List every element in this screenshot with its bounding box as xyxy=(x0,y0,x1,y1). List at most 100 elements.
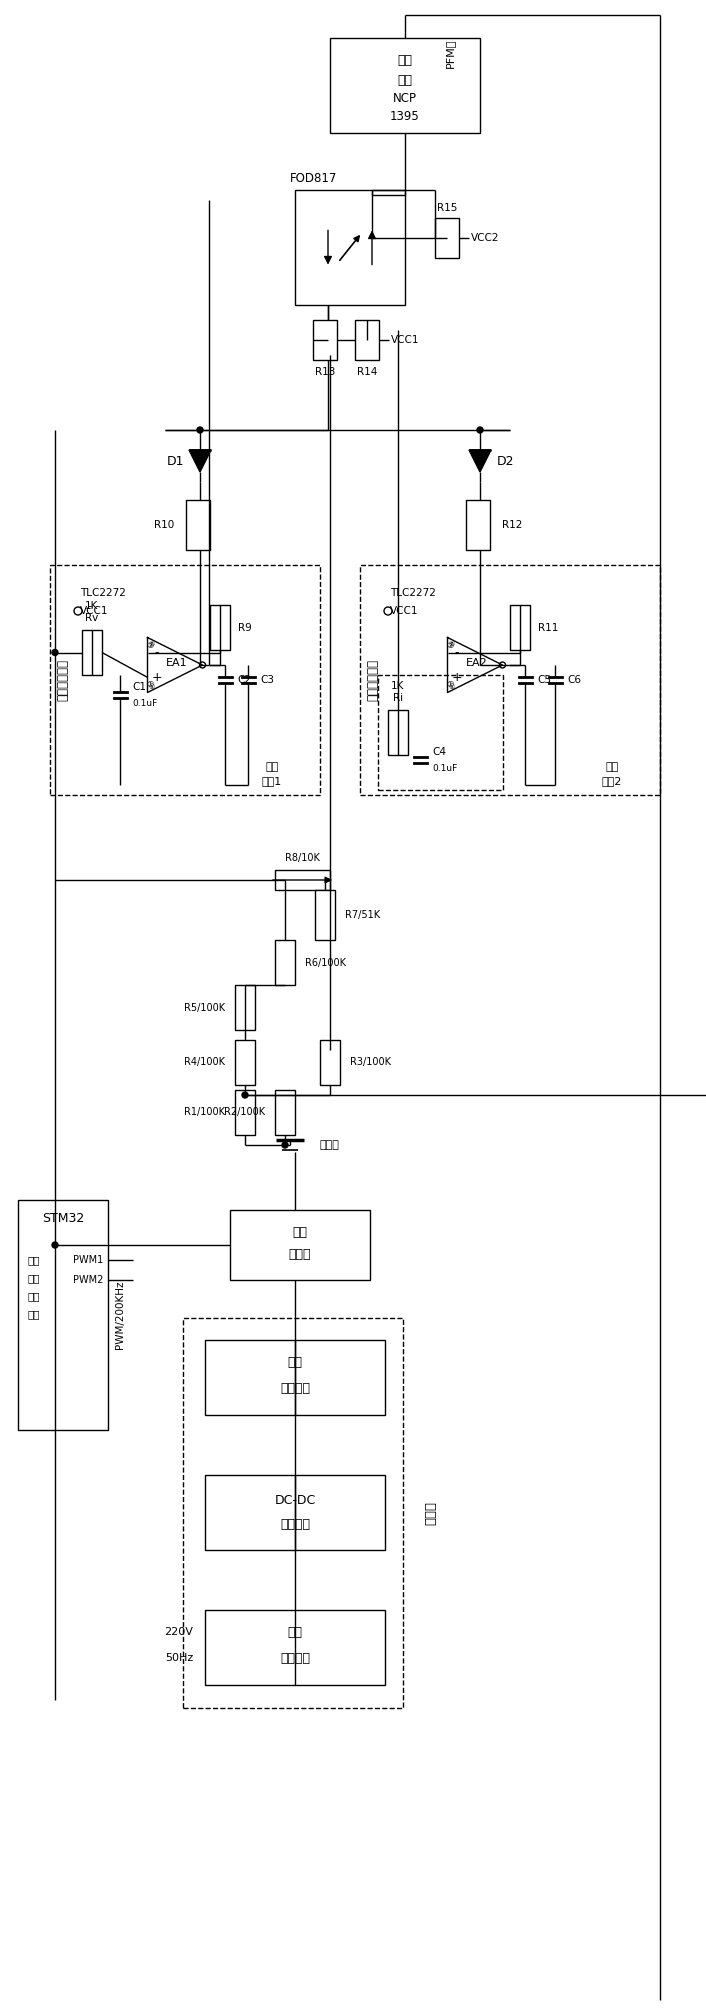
Text: VCC1: VCC1 xyxy=(391,336,419,346)
Circle shape xyxy=(477,426,483,432)
Text: R4/100K: R4/100K xyxy=(184,1058,225,1068)
Text: ②: ② xyxy=(448,639,455,646)
Text: PWM1: PWM1 xyxy=(73,1255,103,1265)
Bar xyxy=(378,676,503,790)
Bar xyxy=(388,710,408,754)
Bar xyxy=(205,1611,385,1685)
Text: 0.1uF: 0.1uF xyxy=(432,764,457,772)
Bar xyxy=(275,1090,295,1134)
Text: VCC2: VCC2 xyxy=(471,233,500,243)
Bar xyxy=(355,320,379,360)
Text: 整流: 整流 xyxy=(287,1355,302,1369)
Text: 整流: 整流 xyxy=(287,1625,302,1639)
Text: 积分: 积分 xyxy=(605,762,618,772)
Text: EA1: EA1 xyxy=(166,658,188,668)
Text: 传感器: 传感器 xyxy=(289,1249,311,1261)
Text: 电路2: 电路2 xyxy=(602,776,622,786)
Text: TLC2272: TLC2272 xyxy=(390,587,436,597)
Text: R14: R14 xyxy=(357,366,377,376)
Text: PFM波: PFM波 xyxy=(445,38,455,68)
Text: Ri: Ri xyxy=(393,694,403,704)
Text: 电池组: 电池组 xyxy=(320,1140,340,1150)
Bar xyxy=(82,629,102,676)
Text: ②: ② xyxy=(148,639,155,646)
Text: ①: ① xyxy=(148,684,155,690)
Bar xyxy=(315,891,335,939)
Text: 0.1uF: 0.1uF xyxy=(132,698,157,708)
Text: R10: R10 xyxy=(154,521,174,531)
Circle shape xyxy=(282,1142,288,1148)
Text: EA2: EA2 xyxy=(466,658,488,668)
Text: R12: R12 xyxy=(502,521,522,531)
Bar xyxy=(360,565,660,794)
Bar xyxy=(320,1040,340,1086)
Text: 芯片: 芯片 xyxy=(397,74,412,86)
Bar xyxy=(18,1201,108,1430)
Text: 50Hz: 50Hz xyxy=(164,1653,193,1663)
Text: R5/100K: R5/100K xyxy=(184,1003,225,1012)
Bar xyxy=(275,871,330,891)
Polygon shape xyxy=(469,450,491,473)
Text: -: - xyxy=(154,646,159,660)
Bar xyxy=(235,1040,255,1086)
Text: R2/100K: R2/100K xyxy=(224,1108,265,1118)
Bar xyxy=(235,985,255,1030)
Text: R11: R11 xyxy=(538,623,558,633)
Text: D1: D1 xyxy=(166,454,184,467)
Bar xyxy=(510,605,530,650)
Text: ②: ② xyxy=(447,642,454,650)
Text: 充电器: 充电器 xyxy=(424,1500,438,1524)
Polygon shape xyxy=(189,450,211,473)
Text: 220V: 220V xyxy=(164,1627,193,1637)
Text: 1K: 1K xyxy=(391,682,405,692)
Text: 滤波电路: 滤波电路 xyxy=(280,1651,310,1665)
Text: 电流: 电流 xyxy=(28,1255,40,1265)
Text: ①: ① xyxy=(147,680,154,690)
Text: C2: C2 xyxy=(237,676,251,686)
Text: VCC1: VCC1 xyxy=(80,605,109,615)
Text: -: - xyxy=(454,646,459,660)
Bar xyxy=(313,320,337,360)
Text: NCP: NCP xyxy=(393,90,417,105)
Text: 恒压控制回路: 恒压控制回路 xyxy=(56,660,69,702)
Text: 检测: 检测 xyxy=(28,1309,40,1319)
Text: +: + xyxy=(151,672,162,684)
Text: 1K: 1K xyxy=(85,601,99,611)
Text: R1/100K: R1/100K xyxy=(184,1108,225,1118)
Text: VCC1: VCC1 xyxy=(390,605,419,615)
Text: TLC2272: TLC2272 xyxy=(80,587,126,597)
Text: DC-DC: DC-DC xyxy=(275,1494,316,1506)
Text: PWM/200KHz: PWM/200KHz xyxy=(115,1281,125,1349)
Bar xyxy=(330,38,480,133)
Text: C1: C1 xyxy=(132,682,146,692)
Circle shape xyxy=(197,426,203,432)
Text: ①: ① xyxy=(447,680,454,690)
Text: STM32: STM32 xyxy=(42,1211,84,1225)
Text: R7/51K: R7/51K xyxy=(345,911,380,919)
Text: R8/10K: R8/10K xyxy=(285,853,320,863)
Bar xyxy=(50,565,320,794)
Bar xyxy=(295,189,405,306)
Text: D2: D2 xyxy=(496,454,514,467)
Text: R13: R13 xyxy=(315,366,335,376)
Text: C5: C5 xyxy=(537,676,551,686)
Text: 1395: 1395 xyxy=(390,109,420,123)
Text: C4: C4 xyxy=(432,746,446,756)
Text: 电压: 电压 xyxy=(28,1273,40,1283)
Text: R6/100K: R6/100K xyxy=(305,957,346,967)
Bar xyxy=(186,501,210,549)
Bar xyxy=(466,501,490,549)
Text: 滤波电路: 滤波电路 xyxy=(280,1382,310,1394)
Bar xyxy=(205,1474,385,1550)
Text: ①: ① xyxy=(448,684,455,690)
Bar xyxy=(235,1090,255,1134)
Text: 控制: 控制 xyxy=(397,54,412,66)
Circle shape xyxy=(242,1092,248,1098)
Text: 温度: 温度 xyxy=(28,1291,40,1301)
Text: 变换拓扑: 变换拓扑 xyxy=(280,1518,310,1532)
Text: R3/100K: R3/100K xyxy=(350,1058,391,1068)
Bar xyxy=(210,605,230,650)
Circle shape xyxy=(52,650,58,656)
Text: FOD817: FOD817 xyxy=(290,171,337,185)
Text: 电流: 电流 xyxy=(292,1225,308,1239)
